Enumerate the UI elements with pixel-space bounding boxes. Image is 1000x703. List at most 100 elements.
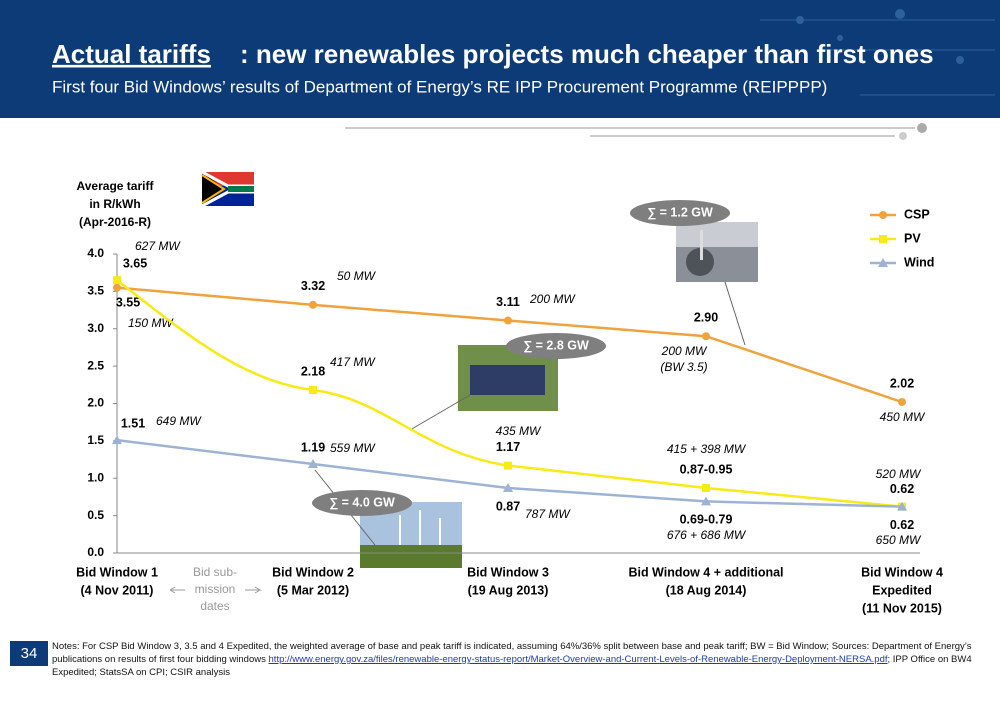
notes: Notes: For CSP Bid Window 3, 3.5 and 4 E… — [52, 640, 982, 679]
data-point — [701, 496, 711, 506]
x-tick-label: (19 Aug 2013) — [468, 583, 549, 597]
callout-line — [724, 281, 746, 346]
capacity-label: 415 + 398 MW — [667, 442, 747, 456]
y-tick-label: 0.5 — [87, 508, 104, 522]
y-tick-label: 3.5 — [87, 284, 104, 298]
y-tick-label: 0.0 — [87, 545, 104, 559]
total-bubble — [506, 333, 606, 359]
y-tick-label: 2.0 — [87, 396, 104, 410]
capacity-label: 676 + 686 MW — [667, 528, 747, 542]
data-point — [702, 332, 710, 341]
data-point — [504, 461, 512, 470]
x-tick-label: (18 Aug 2014) — [666, 583, 747, 597]
data-point — [113, 276, 121, 285]
data-point — [504, 316, 512, 325]
data-label: 1.17 — [496, 440, 520, 454]
data-label: 2.02 — [890, 376, 914, 390]
legend-label: Wind — [904, 255, 934, 269]
data-point — [309, 300, 317, 309]
capacity-label: 450 MW — [880, 410, 926, 424]
x-tick-label: Bid Window 3 — [467, 565, 549, 579]
y-tick-label: 1.5 — [87, 433, 104, 447]
subtitle: First four Bid Windows’ results of Depar… — [52, 77, 827, 96]
data-label: 3.11 — [496, 295, 520, 309]
total-label: ∑ = 2.8 GW — [523, 338, 589, 352]
data-point — [503, 482, 513, 492]
title-emphasis: Actual tariffs — [52, 39, 211, 69]
data-point — [113, 283, 121, 292]
pv-photo — [458, 345, 558, 411]
header-band — [0, 0, 1000, 118]
page-number: 34 — [21, 645, 38, 662]
data-point — [112, 435, 122, 445]
y-axis-title: in R/kWh — [89, 197, 140, 211]
header-decoration — [760, 9, 995, 96]
notes-link[interactable]: http://www.energy.gov.za/files/renewable… — [268, 654, 888, 665]
page-number-box — [10, 641, 48, 666]
decor-dot — [917, 123, 927, 133]
total-label: ∑ = 4.0 GW — [329, 495, 395, 509]
capacity-label: 787 MW — [525, 507, 571, 521]
total-label: ∑ = 1.2 GW — [647, 205, 713, 219]
data-point — [898, 398, 906, 407]
data-label: 1.51 — [121, 416, 145, 430]
x-tick-label: Bid Window 4 — [861, 565, 943, 579]
submission-note: mission — [195, 582, 236, 596]
y-axis-title: (Apr-2016-R) — [79, 215, 151, 229]
legend-label: CSP — [904, 207, 930, 221]
data-label: 3.65 — [123, 256, 147, 270]
y-axis-title: Average tariff — [77, 179, 155, 193]
data-point — [308, 459, 318, 469]
capacity-label: 417 MW — [330, 355, 376, 369]
x-tick-label: Bid Window 2 — [272, 565, 354, 579]
legend-marker — [879, 235, 887, 243]
notes-text: ; IPP Office on BW4 Expedited; StatsSA o… — [52, 654, 972, 678]
capacity-label: 200 MW — [661, 344, 708, 358]
data-label: 0.62 — [890, 482, 914, 496]
data-label: 0.87 — [496, 499, 520, 513]
csp-photo — [676, 222, 758, 282]
flag — [201, 170, 256, 208]
notes-text: Notes: For CSP Bid Window 3, 3.5 and 4 E… — [52, 641, 972, 665]
capacity-label: 150 MW — [128, 316, 174, 330]
data-point — [702, 483, 710, 492]
title: : new renewables projects much cheaper t… — [240, 39, 934, 69]
legend-marker — [879, 211, 887, 219]
data-label: 3.55 — [116, 295, 140, 309]
y-tick-label: 2.5 — [87, 358, 104, 372]
data-label: 0.62 — [890, 518, 914, 532]
capacity-label: (BW 3.5) — [660, 360, 707, 374]
arrow — [169, 586, 262, 594]
decor-dot — [899, 132, 907, 140]
x-tick-label: Bid Window 1 — [76, 565, 158, 579]
data-label: 2.90 — [694, 311, 718, 325]
data-point — [309, 386, 317, 395]
y-tick-label: 4.0 — [87, 246, 104, 260]
callout-line — [409, 394, 471, 431]
submission-note: Bid sub- — [193, 565, 237, 579]
capacity-label: 559 MW — [330, 441, 376, 455]
x-tick-label: Bid Window 4 + additional — [628, 565, 783, 579]
legend-label: PV — [904, 231, 921, 245]
capacity-label: 435 MW — [496, 424, 542, 438]
data-label: 2.18 — [301, 364, 325, 378]
legend-marker — [878, 258, 888, 267]
total-bubble — [630, 200, 730, 226]
capacity-label: 50 MW — [337, 269, 377, 283]
data-point — [897, 501, 907, 511]
capacity-label: 650 MW — [876, 533, 922, 547]
capacity-label: 200 MW — [529, 292, 576, 306]
x-tick-label: (5 Mar 2012) — [277, 583, 349, 597]
data-label: 0.87-0.95 — [680, 462, 733, 476]
data-label: 3.32 — [301, 279, 325, 293]
y-tick-label: 3.0 — [87, 321, 104, 335]
data-label: 0.69-0.79 — [680, 513, 733, 527]
x-tick-label: Expedited — [872, 583, 932, 597]
capacity-label: 520 MW — [876, 467, 922, 481]
x-tick-label: (11 Nov 2015) — [862, 601, 942, 615]
y-tick-label: 1.0 — [87, 470, 104, 484]
submission-note: dates — [200, 599, 229, 613]
capacity-label: 627 MW — [135, 239, 181, 253]
total-bubble — [312, 490, 412, 516]
